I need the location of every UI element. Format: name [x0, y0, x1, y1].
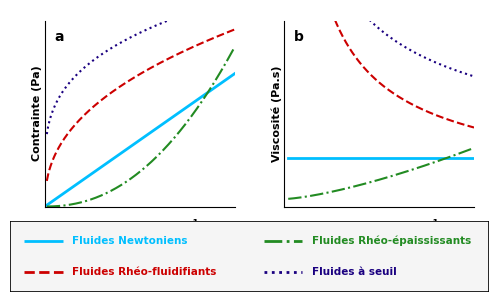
Text: Fluides Rhéo-épaississants: Fluides Rhéo-épaississants [312, 236, 471, 246]
Text: Fluides Rhéo-fluidifiants: Fluides Rhéo-fluidifiants [72, 267, 217, 277]
Text: Gradient de cisaillement (s: Gradient de cisaillement (s [60, 223, 220, 233]
Text: Gradient de cisaillement (s: Gradient de cisaillement (s [299, 223, 459, 233]
Text: ): ) [440, 223, 445, 233]
Text: -1: -1 [429, 219, 439, 228]
Text: ): ) [201, 223, 206, 233]
Y-axis label: Contrainte (Pa): Contrainte (Pa) [32, 66, 42, 161]
Text: Fluides à seuil: Fluides à seuil [312, 267, 397, 277]
Text: Fluides Newtoniens: Fluides Newtoniens [72, 236, 188, 246]
Text: b: b [294, 30, 304, 44]
Text: a: a [54, 30, 64, 44]
Text: -1: -1 [190, 219, 199, 228]
Y-axis label: Viscosité (Pa.s): Viscosité (Pa.s) [271, 65, 281, 162]
